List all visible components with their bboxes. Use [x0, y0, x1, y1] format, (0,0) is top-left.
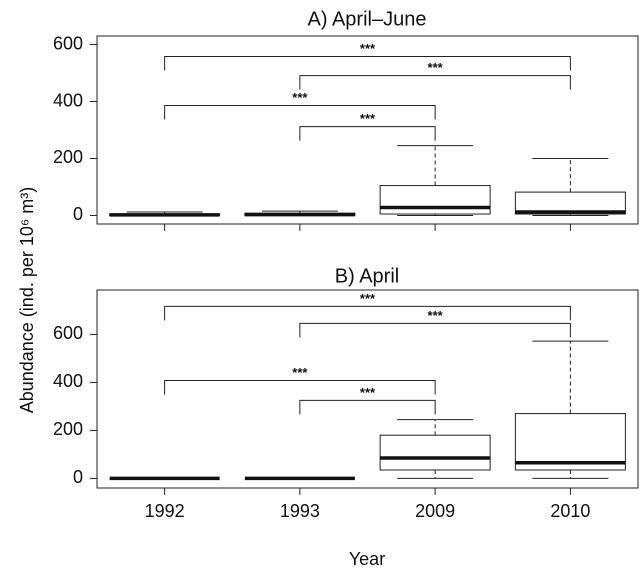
x-tick-label: 1993 [280, 501, 320, 521]
x-tick-label: 2010 [550, 501, 590, 521]
significance-bracket [164, 56, 571, 71]
y-tick-label: 0 [73, 467, 83, 487]
y-tick-label: 200 [53, 419, 83, 439]
x-axis-label: Year [349, 549, 385, 569]
significance-bracket [299, 322, 571, 338]
significance-label: *** [292, 365, 308, 380]
panel-title: A) April–June [308, 8, 427, 30]
y-tick-label: 400 [53, 371, 83, 391]
y-tick-label: 400 [53, 90, 83, 110]
y-tick-label: 600 [53, 323, 83, 343]
significance-bracket [164, 379, 436, 395]
box [514, 191, 626, 215]
y-axis-label: Abundance (ind. per 10⁶ m³) [17, 187, 37, 414]
x-tick-label: 2009 [415, 501, 455, 521]
significance-label: *** [360, 41, 376, 56]
significance-label: *** [360, 385, 376, 400]
box [379, 434, 491, 471]
box [514, 413, 626, 471]
box [379, 185, 491, 215]
significance-bracket [164, 105, 436, 120]
y-tick-label: 200 [53, 147, 83, 167]
significance-label: *** [292, 90, 308, 105]
significance-bracket [164, 305, 571, 321]
panel-title: B) April [335, 265, 399, 287]
significance-label: *** [360, 111, 376, 126]
significance-label: *** [428, 308, 444, 323]
significance-label: *** [360, 291, 376, 306]
plot-frame [96, 35, 639, 225]
significance-bracket [299, 126, 436, 141]
x-tick-label: 1992 [145, 501, 185, 521]
y-tick-label: 600 [53, 33, 83, 53]
significance-label: *** [428, 60, 444, 75]
significance-bracket [299, 399, 436, 415]
y-tick-label: 0 [73, 204, 83, 224]
significance-bracket [299, 75, 571, 90]
plot-frame [96, 289, 639, 489]
